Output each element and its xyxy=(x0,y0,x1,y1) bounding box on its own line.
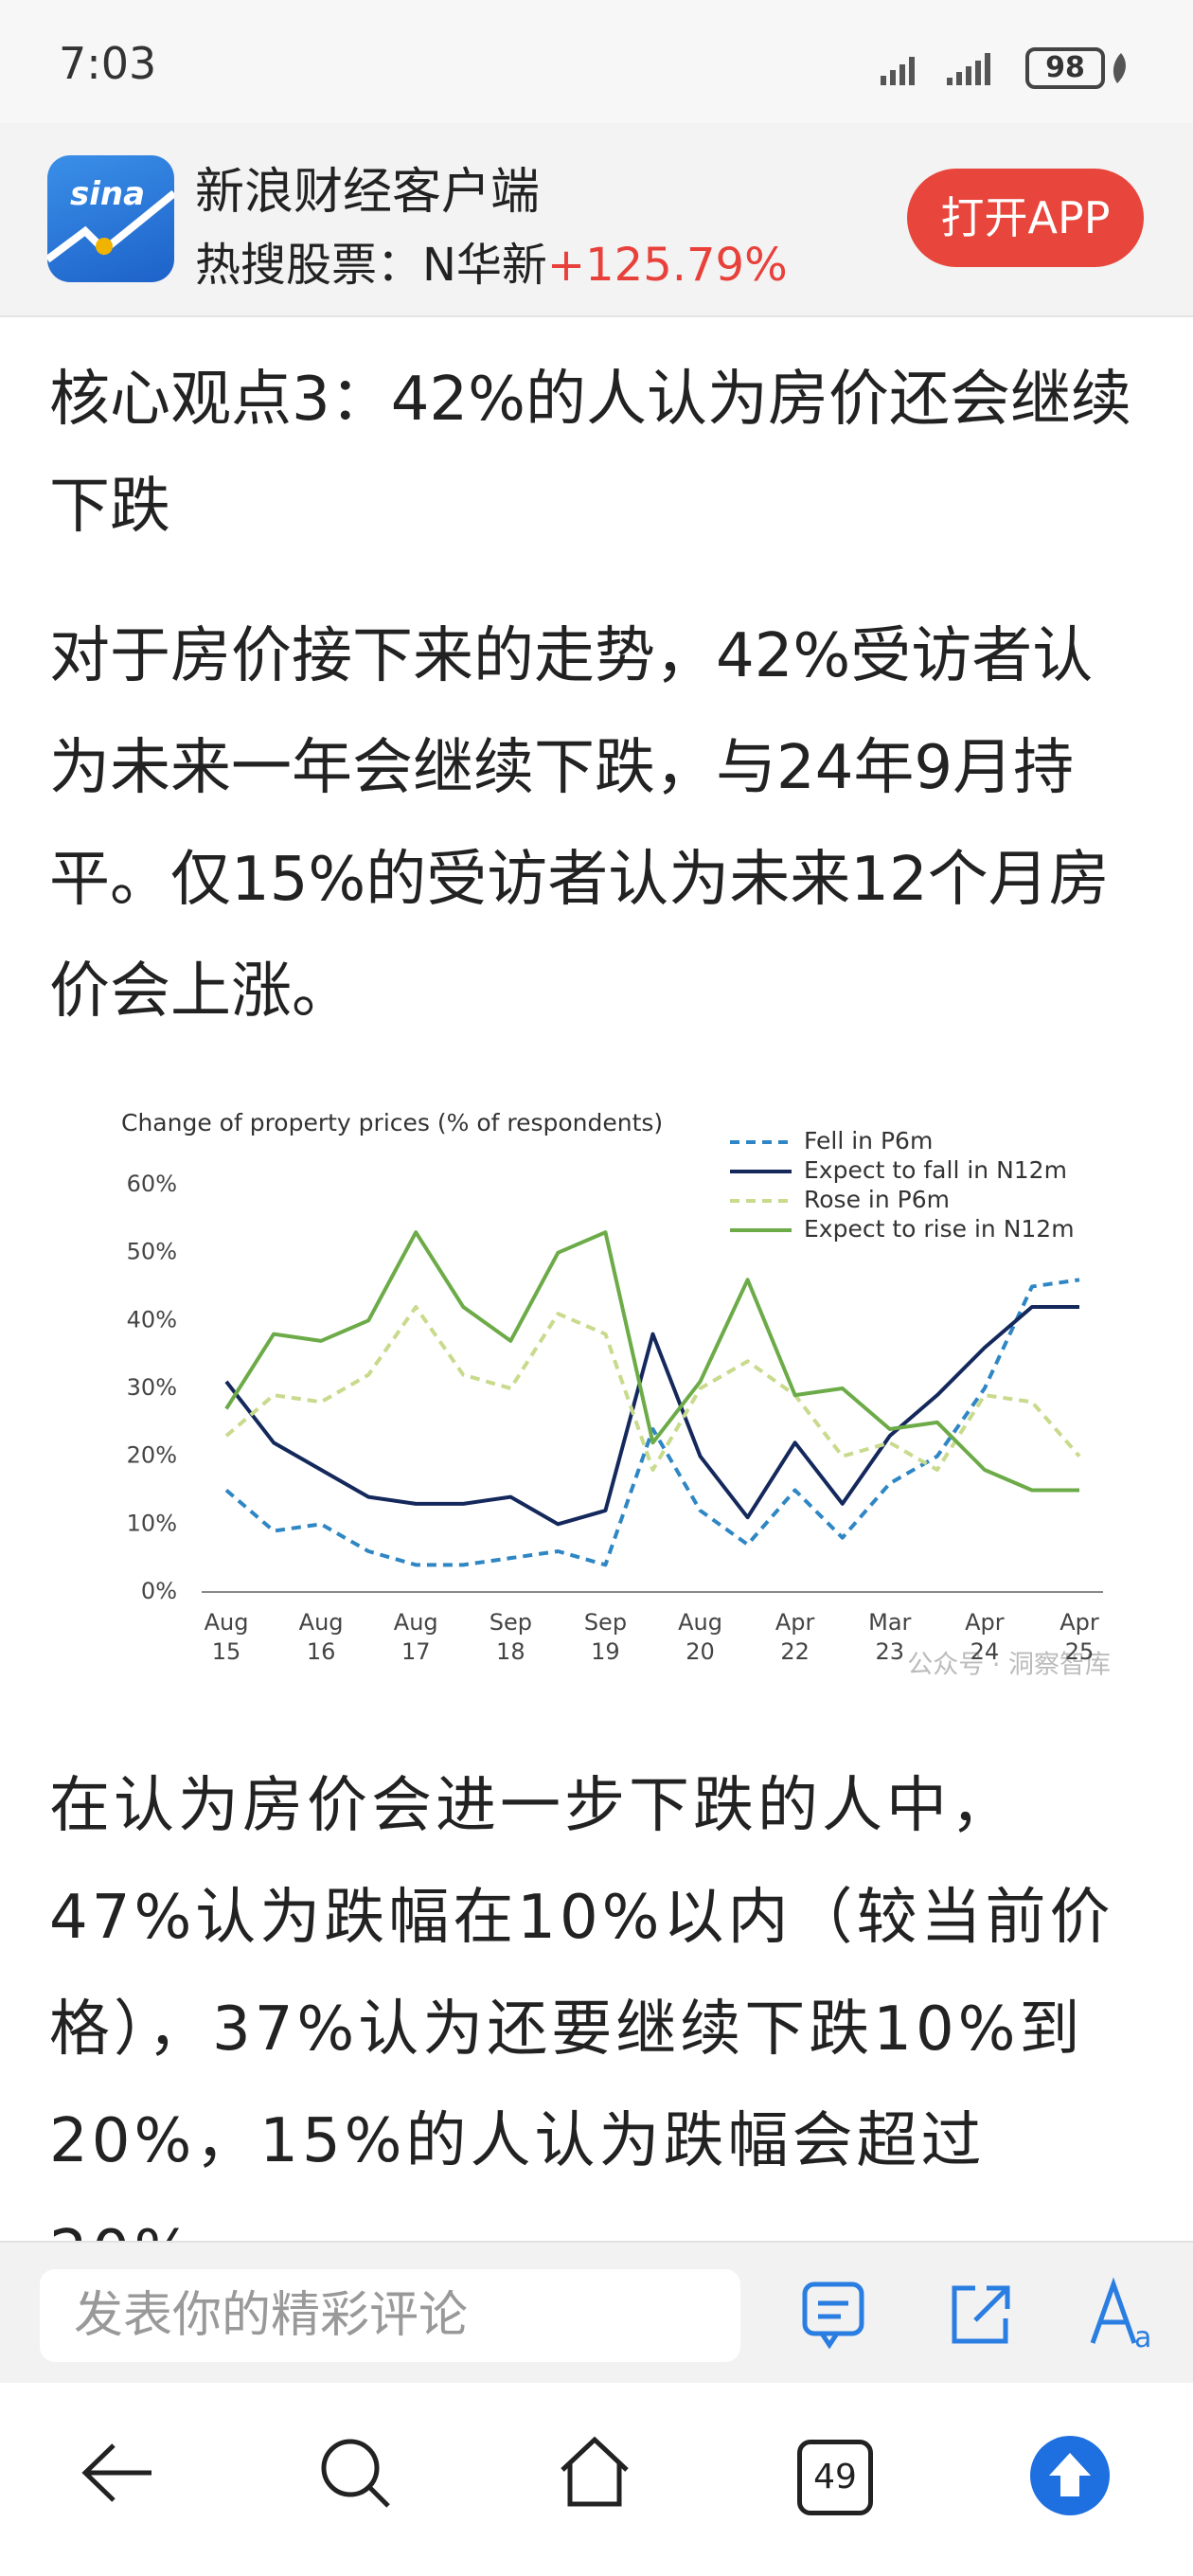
battery: 98 xyxy=(1025,47,1105,89)
y-tick-label: 50% xyxy=(127,1239,177,1265)
open-app-button[interactable]: 打开APP xyxy=(907,169,1144,267)
x-tick-label: Mar 23 xyxy=(868,1609,912,1665)
x-tick-label: Apr 24 xyxy=(965,1609,1005,1665)
watermark: 公众号 · 洞察智库 xyxy=(907,1651,1111,1680)
chart-title: Change of property prices (% of responde… xyxy=(121,1109,663,1136)
y-tick-label: 20% xyxy=(127,1442,177,1469)
status-bar: 7:03 98 xyxy=(0,0,1193,123)
y-tick-label: 30% xyxy=(127,1374,177,1401)
x-tick-label: Aug 17 xyxy=(393,1609,438,1665)
legend-label: Expect to rise in N12m xyxy=(804,1215,1075,1243)
x-tick-label: Aug 20 xyxy=(678,1609,722,1665)
x-tick-label: Apr 25 xyxy=(1059,1609,1099,1665)
nav-bar: 49 xyxy=(0,2383,1193,2576)
y-tick-label: 10% xyxy=(127,1510,177,1536)
y-tick-label: 60% xyxy=(127,1171,177,1197)
comment-bar: 发表你的精彩评论 a xyxy=(0,2241,1193,2385)
series-line xyxy=(224,1305,1079,1527)
article-heading: 核心观点3：42%的人认为房价还会继续下跌 xyxy=(49,365,1131,542)
hot-change: +125.79% xyxy=(546,239,788,292)
x-tick-label: Aug 16 xyxy=(298,1609,344,1665)
y-tick-label: 0% xyxy=(141,1578,177,1604)
legend-label: Fell in P6m xyxy=(804,1127,933,1154)
hot-label: 热搜股票：N华新 xyxy=(195,239,547,292)
app-banner: sina 新浪财经客户端 热搜股票：N华新+125.79% 打开APP xyxy=(0,123,1193,317)
search-button[interactable] xyxy=(318,2436,394,2512)
comment-input[interactable]: 发表你的精彩评论 xyxy=(40,2269,740,2362)
svg-text:sina: sina xyxy=(70,175,145,213)
share-icon[interactable] xyxy=(947,2281,1013,2349)
chart-svg: Change of property prices (% of responde… xyxy=(121,1109,1111,1680)
top-button[interactable] xyxy=(1030,2436,1110,2515)
signal-icons xyxy=(881,53,990,85)
series-line xyxy=(224,1278,1080,1567)
hot-stock[interactable]: 热搜股票：N华新+125.79% xyxy=(195,227,788,294)
home-button[interactable] xyxy=(557,2434,632,2510)
x-tick-label: Sep 18 xyxy=(489,1609,532,1665)
y-tick-label: 40% xyxy=(127,1306,177,1333)
comments-icon[interactable] xyxy=(801,2281,867,2349)
back-button[interactable] xyxy=(80,2440,155,2506)
x-tick-label: Sep 19 xyxy=(583,1609,628,1665)
app-logo[interactable]: sina xyxy=(47,155,174,282)
x-tick-label: Aug 15 xyxy=(204,1609,249,1665)
article-paragraph: 在认为房价会进一步下跌的人中，47%认为跌幅在10%以内（较当前价格），37%认… xyxy=(49,1771,1114,2241)
clock: 7:03 xyxy=(59,38,157,89)
chart: Change of property prices (% of responde… xyxy=(98,1091,1132,1690)
series-line xyxy=(224,1230,1079,1493)
svg-text:a: a xyxy=(1134,2321,1151,2352)
x-tick-label: Apr 22 xyxy=(775,1609,815,1665)
article-paragraph: 对于房价接下来的走势，42%受访者认为未来一年会继续下跌，与24年9月持平。仅1… xyxy=(49,621,1110,1027)
tabs-button[interactable]: 49 xyxy=(797,2440,873,2515)
font-icon[interactable]: a xyxy=(1089,2277,1155,2352)
logo-graphic: sina xyxy=(47,175,174,263)
series-line xyxy=(224,1305,1081,1472)
app-name: 新浪财经客户端 xyxy=(195,164,541,221)
legend-label: Expect to fall in N12m xyxy=(804,1156,1067,1184)
charging-icon xyxy=(1113,53,1126,83)
legend-label: Rose in P6m xyxy=(804,1186,950,1213)
